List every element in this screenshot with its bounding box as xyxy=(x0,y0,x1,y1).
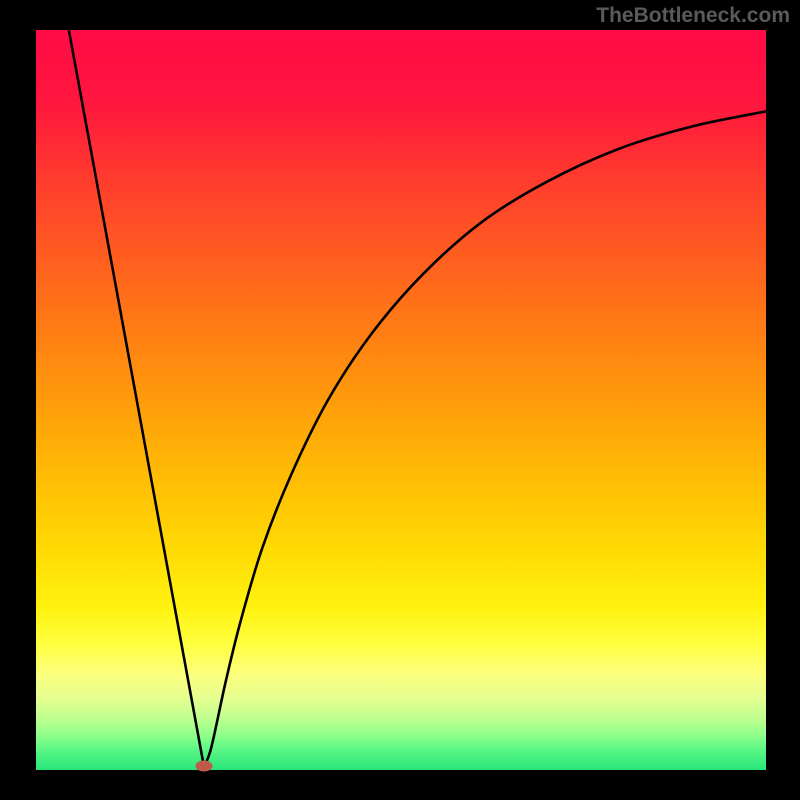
plot-area xyxy=(36,30,766,770)
bottleneck-curve xyxy=(69,30,766,766)
curve-layer xyxy=(36,30,766,770)
watermark-text: TheBottleneck.com xyxy=(596,4,790,28)
chart-container: TheBottleneck.com xyxy=(0,0,800,800)
optimal-point-marker xyxy=(195,761,212,772)
